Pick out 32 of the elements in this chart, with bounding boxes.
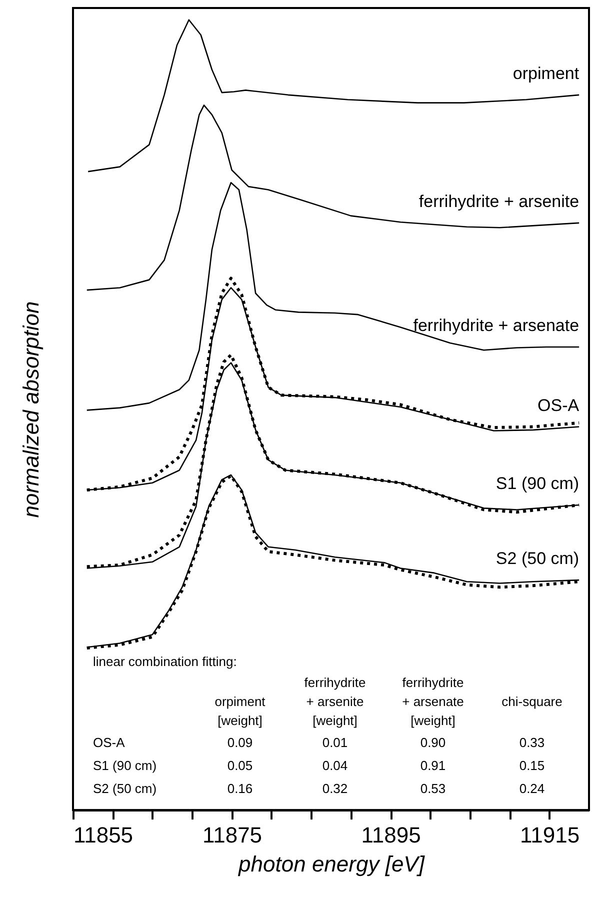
x-tick-label: 11875 [202, 822, 262, 848]
annotation: 0.04 [322, 758, 348, 773]
annotation: S2 (50 cm) [93, 781, 157, 796]
annotation: OS-A [93, 735, 126, 750]
series-label: orpiment [512, 64, 580, 83]
annotation: 0.05 [227, 758, 253, 773]
x-tick-label: 11895 [361, 822, 421, 848]
annotation: 0.53 [420, 781, 446, 796]
x-axis-title: photon energy [eV] [238, 852, 426, 876]
x-tick-label: 11855 [74, 822, 134, 848]
annotation: 0.09 [227, 735, 253, 750]
annotation: ferrihydrite + arsenite [weight] [304, 675, 366, 728]
annotation: orpiment [weight] [214, 694, 266, 728]
y-axis-title: normalized absorption [18, 301, 44, 518]
annotation: 0.32 [322, 781, 348, 796]
annotation: 0.24 [519, 781, 545, 796]
annotation: linear combination fitting: [93, 654, 237, 669]
series-label: S1 (90 cm) [496, 474, 580, 494]
annotation: S1 (90 cm) [93, 758, 157, 773]
annotation: 0.91 [420, 758, 446, 773]
annotation: 0.01 [322, 735, 348, 750]
series-label: ferrihydrite + arsenite [418, 192, 580, 211]
annotation: 0.90 [420, 735, 446, 750]
annotation: chi-square [502, 694, 562, 709]
annotation: ferrihydrite + arsenate [weight] [402, 675, 464, 728]
series-label: OS-A [538, 396, 580, 415]
series-label: ferrihydrite + arsenate [413, 316, 580, 335]
annotation: 0.16 [227, 781, 253, 796]
x-tick-label: 11915 [520, 822, 580, 848]
annotation: 0.33 [519, 735, 545, 750]
series-label: S2 (50 cm) [496, 549, 580, 568]
annotation: 0.15 [519, 758, 545, 773]
